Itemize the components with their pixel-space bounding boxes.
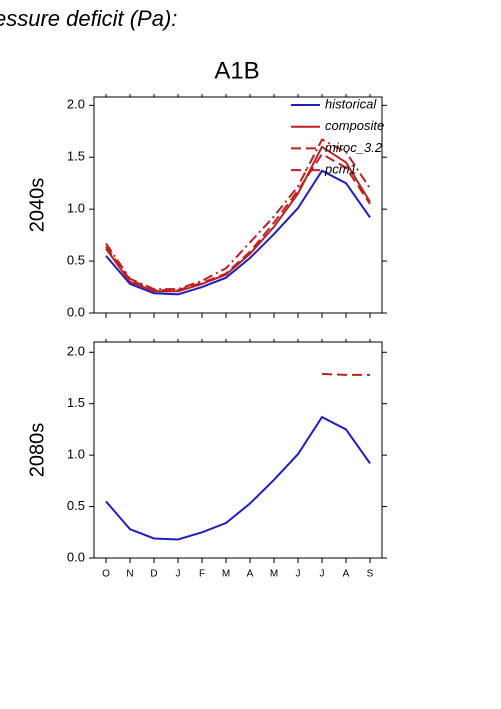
legend-label: miroc_3.2: [325, 140, 383, 155]
scenario-title: A1B: [214, 57, 259, 84]
x-tick-label: J: [296, 569, 301, 580]
y-tick-label: 1.5: [67, 395, 85, 410]
x-tick-label: S: [367, 569, 374, 580]
x-tick-label: M: [222, 569, 230, 580]
x-tick-label: M: [270, 569, 278, 580]
y-tick-label: 2.0: [67, 97, 85, 112]
y-tick-label: 2.0: [67, 344, 85, 359]
legend-label: pcm1: [324, 162, 357, 177]
x-tick-label: O: [102, 569, 110, 580]
series-line: [105, 138, 371, 291]
series-line: [105, 145, 371, 293]
plot-frame: [93, 96, 383, 314]
y-axis-label: 2080s: [26, 423, 48, 478]
x-tick-label: J: [320, 569, 325, 580]
y-tick-label: 0.5: [67, 498, 85, 513]
x-tick-label: F: [199, 569, 205, 580]
plot-frame: [93, 341, 383, 559]
series-line: [105, 415, 371, 541]
series-line: [105, 169, 371, 296]
x-tick-label: D: [150, 569, 157, 580]
y-tick-label: 1.0: [67, 447, 85, 462]
series-line: [321, 372, 370, 376]
y-tick-label: 1.5: [67, 149, 85, 164]
legend-label: historical: [325, 96, 377, 111]
y-axis-label: 2040s: [26, 178, 48, 233]
y-tick-label: 0.0: [67, 304, 85, 319]
y-tick-label: 1.0: [67, 201, 85, 216]
x-tick-label: A: [247, 569, 254, 580]
x-tick-label: A: [343, 569, 350, 580]
y-tick-label: 0.5: [67, 253, 85, 268]
x-tick-label: J: [176, 569, 181, 580]
y-tick-label: 0.0: [67, 549, 85, 564]
legend-label: composite: [325, 118, 384, 133]
x-tick-label: N: [126, 569, 133, 580]
page-title: essure deficit (Pa):: [0, 6, 177, 31]
